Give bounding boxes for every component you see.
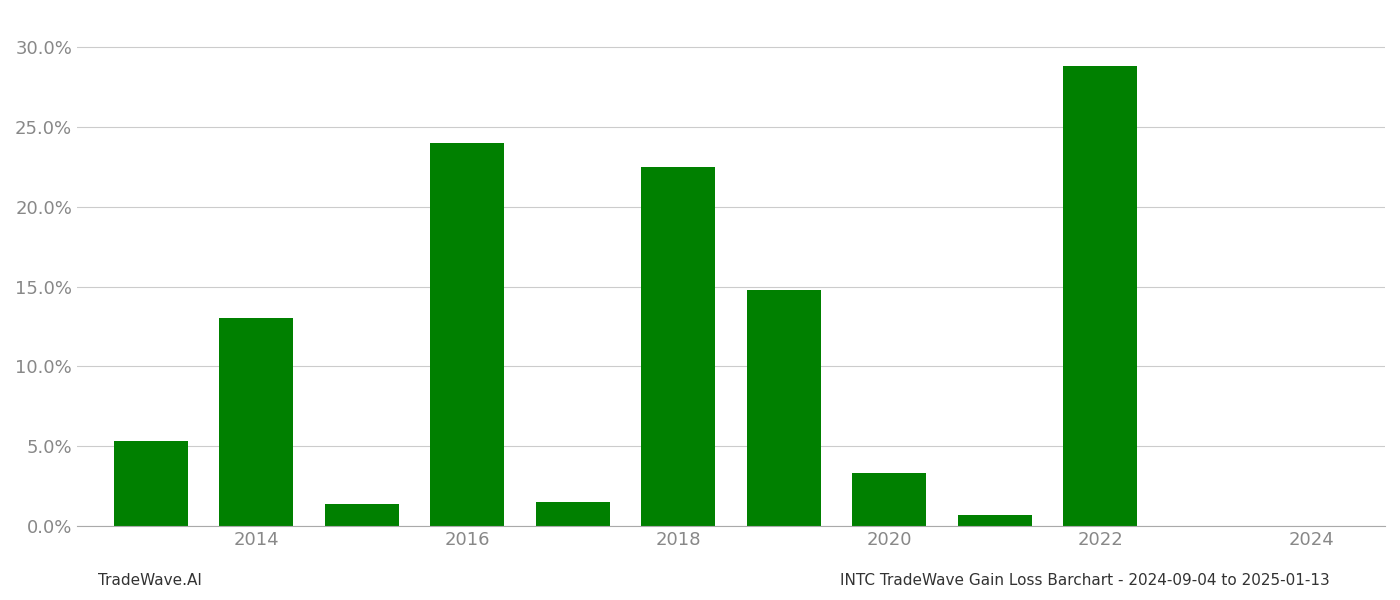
Text: INTC TradeWave Gain Loss Barchart - 2024-09-04 to 2025-01-13: INTC TradeWave Gain Loss Barchart - 2024…: [840, 573, 1330, 588]
Bar: [958, 515, 1032, 526]
Bar: [536, 502, 609, 526]
Bar: [220, 319, 293, 526]
Bar: [430, 143, 504, 526]
Bar: [853, 473, 927, 526]
Bar: [113, 442, 188, 526]
Bar: [641, 167, 715, 526]
Bar: [746, 290, 820, 526]
Text: TradeWave.AI: TradeWave.AI: [98, 573, 202, 588]
Bar: [325, 504, 399, 526]
Bar: [1063, 66, 1137, 526]
